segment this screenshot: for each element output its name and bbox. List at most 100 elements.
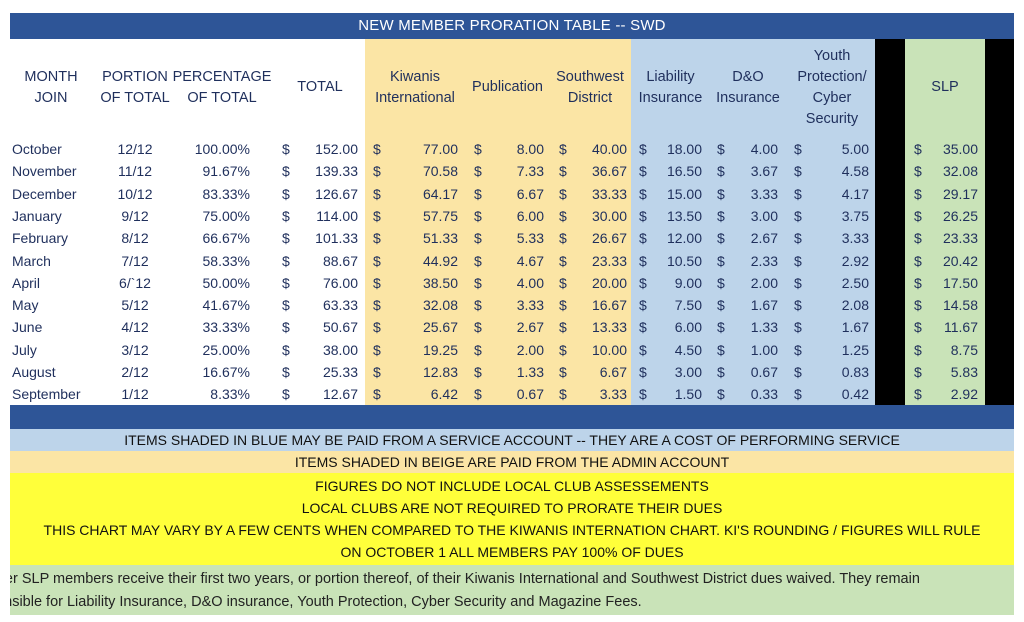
- cell-pub: 6.67: [516, 185, 544, 202]
- currency-symbol: $: [559, 297, 567, 314]
- currency-symbol: $: [373, 364, 381, 380]
- cell-slp: 23.33: [942, 230, 978, 247]
- cell-dno: 0.33: [750, 386, 778, 403]
- cell-swd: 30.00: [591, 207, 627, 224]
- cell-month: May: [12, 297, 39, 314]
- currency-symbol: $: [282, 141, 290, 157]
- currency-symbol: $: [373, 185, 381, 202]
- cell-liab: 13.50: [666, 207, 702, 224]
- currency-symbol: $: [639, 207, 647, 224]
- currency-symbol: $: [474, 185, 482, 202]
- header-southwest-district: Southwest District: [556, 68, 624, 106]
- note-line-rounding: THIS CHART MAY VARY BY A FEW CENTS WHEN …: [43, 522, 981, 538]
- cell-total: 76.00: [322, 274, 358, 291]
- currency-symbol: $: [282, 319, 290, 336]
- header-dno-insurance: D&O Insurance: [716, 68, 780, 106]
- cell-month: November: [12, 163, 77, 180]
- currency-symbol: $: [794, 252, 802, 269]
- cell-youth: 1.67: [841, 319, 869, 336]
- cell-portion: 9/12: [121, 207, 149, 224]
- cell-pub: 7.33: [516, 163, 544, 180]
- header-liability-insurance: Liability Insurance: [638, 68, 703, 106]
- cell-ki: 25.67: [422, 319, 458, 336]
- cell-ki: 57.75: [422, 207, 458, 224]
- service-shaded-columns: [631, 39, 875, 405]
- currency-symbol: $: [794, 141, 802, 157]
- currency-symbol: $: [914, 364, 922, 380]
- cell-pub: 4.00: [516, 274, 544, 291]
- cell-dno: 2.00: [750, 274, 778, 291]
- cell-month: August: [12, 364, 56, 380]
- currency-symbol: $: [474, 141, 482, 157]
- cell-total: 88.67: [322, 252, 358, 269]
- cell-liab: 9.00: [674, 274, 702, 291]
- currency-symbol: $: [559, 364, 567, 380]
- currency-symbol: $: [474, 386, 482, 403]
- currency-symbol: $: [282, 163, 290, 180]
- cell-slp: 26.25: [942, 207, 978, 224]
- cell-month: July: [12, 341, 37, 358]
- cell-youth: 2.92: [841, 252, 869, 269]
- currency-symbol: $: [914, 207, 922, 224]
- cell-slp: 20.42: [942, 252, 978, 269]
- cell-total: 12.67: [322, 386, 358, 403]
- cell-pct: 50.00%: [202, 274, 250, 291]
- cell-pct: 91.67%: [202, 163, 250, 180]
- currency-symbol: $: [914, 163, 922, 180]
- cell-month: December: [12, 185, 77, 202]
- currency-symbol: $: [559, 207, 567, 224]
- cell-portion: 12/12: [117, 141, 153, 157]
- currency-symbol: $: [914, 252, 922, 269]
- currency-symbol: $: [717, 230, 725, 247]
- currency-symbol: $: [474, 274, 482, 291]
- header-youth-protection: Youth Protection/ Cyber Security: [797, 47, 867, 127]
- cell-pct: 41.67%: [202, 297, 250, 314]
- currency-symbol: $: [717, 163, 725, 180]
- currency-symbol: $: [794, 364, 802, 380]
- currency-symbol: $: [559, 230, 567, 247]
- currency-symbol: $: [639, 274, 647, 291]
- currency-symbol: $: [717, 341, 725, 358]
- currency-symbol: $: [914, 319, 922, 336]
- currency-symbol: $: [474, 163, 482, 180]
- currency-symbol: $: [373, 207, 381, 224]
- cell-ki: 77.00: [422, 141, 458, 157]
- header-publication: Publication: [472, 79, 543, 95]
- currency-symbol: $: [373, 274, 381, 291]
- cell-swd: 26.67: [591, 230, 627, 247]
- currency-symbol: $: [373, 297, 381, 314]
- currency-symbol: $: [914, 274, 922, 291]
- currency-symbol: $: [474, 207, 482, 224]
- currency-symbol: $: [559, 274, 567, 291]
- currency-symbol: $: [794, 185, 802, 202]
- currency-symbol: $: [794, 341, 802, 358]
- currency-symbol: $: [717, 141, 725, 157]
- cell-ki: 64.17: [422, 185, 458, 202]
- cell-liab: 15.00: [666, 185, 702, 202]
- cell-liab: 4.50: [674, 341, 702, 358]
- note-line-assessments: FIGURES DO NOT INCLUDE LOCAL CLUB ASSESS…: [315, 478, 709, 494]
- cell-pub: 8.00: [516, 141, 544, 157]
- cell-youth: 4.58: [841, 163, 869, 180]
- currency-symbol: $: [559, 252, 567, 269]
- currency-symbol: $: [794, 163, 802, 180]
- currency-symbol: $: [282, 364, 290, 380]
- cell-dno: 2.33: [750, 252, 778, 269]
- cell-swd: 23.33: [591, 252, 627, 269]
- cell-month: September: [12, 386, 81, 403]
- cell-month: April: [12, 274, 41, 291]
- header-slp: SLP: [931, 79, 959, 95]
- cell-dno: 3.00: [750, 207, 778, 224]
- cell-portion: 8/12: [121, 230, 149, 247]
- slp-shaded-column: [905, 39, 985, 405]
- cell-swd: 36.67: [591, 163, 627, 180]
- currency-symbol: $: [639, 319, 647, 336]
- currency-symbol: $: [282, 230, 290, 247]
- cell-slp: 17.50: [942, 274, 978, 291]
- cell-dno: 1.67: [750, 297, 778, 314]
- cell-slp: 2.92: [950, 386, 978, 403]
- cell-dno: 0.67: [750, 364, 778, 380]
- currency-symbol: $: [474, 297, 482, 314]
- cell-swd: 20.00: [591, 274, 627, 291]
- cell-youth: 2.50: [841, 274, 869, 291]
